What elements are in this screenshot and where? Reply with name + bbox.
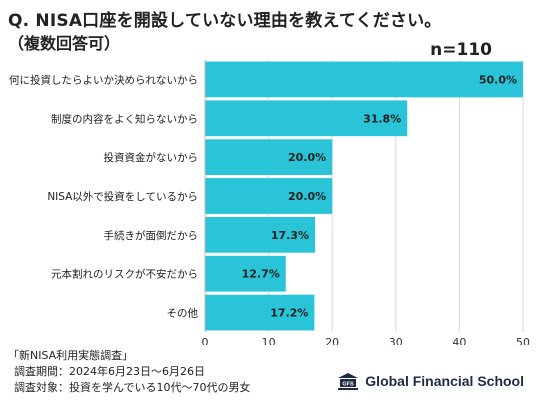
sample-size: n=110 — [430, 40, 492, 60]
x-tick-label: 50 — [516, 336, 530, 345]
survey-footer: 「新NISA利用実態調査」 調査期間：2024年6月23日〜6月26日 調査対象… — [8, 348, 250, 396]
category-label: その他 — [167, 307, 199, 320]
building-icon: GFS — [338, 373, 359, 390]
category-label: 手続きが面倒だから — [104, 229, 199, 242]
bar — [205, 100, 408, 137]
x-tick-label: 40 — [452, 336, 466, 345]
logo-text: Global Financial School — [365, 373, 524, 389]
bar-value-label: 12.7% — [242, 268, 280, 281]
bar-value-label: 31.8% — [363, 112, 401, 125]
category-label: 元本割れのリスクが不安だから — [51, 268, 198, 281]
x-tick-label: 30 — [389, 336, 403, 345]
logo: GFS Global Financial School — [337, 372, 524, 390]
bar-value-label: 17.3% — [271, 229, 309, 242]
chart-title: Q. NISA口座を開設していない理由を教えてください。 — [8, 11, 442, 31]
category-label: 制度の内容をよく知らないから — [51, 112, 198, 125]
bar-value-label: 20.0% — [288, 151, 326, 164]
category-label: 何に投資したらよいか決められないから — [9, 73, 198, 86]
x-tick-label: 20 — [325, 336, 339, 345]
category-label: 投資資金がないから — [104, 151, 199, 164]
logo-mark-text: GFS — [343, 382, 355, 388]
x-tick-label: 0 — [202, 336, 209, 345]
survey-name: 「新NISA利用実態調査」 — [8, 349, 134, 362]
survey-period: 調査期間：2024年6月23日〜6月26日 — [14, 365, 205, 378]
bar — [205, 294, 315, 331]
bar-value-label: 17.2% — [270, 307, 308, 320]
bar — [205, 61, 523, 98]
bar — [205, 178, 333, 214]
category-label: NISA以外で投資をしているから — [47, 190, 198, 203]
bar — [205, 139, 333, 176]
bar-value-label: 50.0% — [479, 73, 517, 86]
bar — [205, 216, 316, 253]
chart-subtitle: （複数回答可） — [8, 34, 121, 53]
x-tick-label: 10 — [262, 336, 276, 345]
bar — [205, 255, 286, 292]
bar-chart: 0 10 20 30 40 50 50.0% 何に投資したらよいか決められないから 31.8% 制… — [9, 60, 530, 345]
bar-value-label: 20.0% — [288, 190, 326, 203]
survey-target: 調査対象：投資を学んでいる10代〜70代の男女 — [14, 381, 251, 394]
